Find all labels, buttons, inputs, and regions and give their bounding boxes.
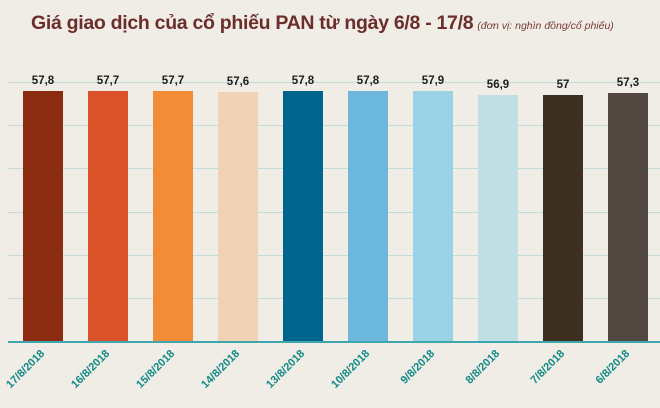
bar — [88, 91, 128, 342]
bar — [543, 95, 583, 342]
bar-value-label: 56,9 — [486, 79, 510, 91]
bar — [153, 91, 193, 342]
x-axis-tick-label: 9/8/2018 — [398, 347, 438, 387]
x-axis-tick-label: 8/8/2018 — [463, 347, 503, 387]
chart-title: Giá giao dịch của cổ phiếu PAN từ ngày 6… — [31, 12, 474, 34]
bar-value-label: 57,3 — [616, 77, 640, 89]
bar-value-label: 57,7 — [161, 75, 185, 87]
gridline — [8, 298, 660, 299]
x-axis-tick-label: 16/8/2018 — [69, 347, 113, 391]
x-axis-tick-label: 15/8/2018 — [134, 347, 178, 391]
x-axis-line — [8, 341, 660, 343]
gridline — [8, 125, 660, 126]
bar — [608, 93, 648, 342]
bar — [283, 91, 323, 342]
gridline — [8, 212, 660, 213]
x-axis-tick-label: 6/8/2018 — [593, 347, 633, 387]
bar — [478, 95, 518, 342]
chart-title-block: Giá giao dịch của cổ phiếu PAN từ ngày 6… — [31, 12, 614, 35]
bar-value-label: 57 — [556, 79, 570, 91]
x-axis-tick-label: 13/8/2018 — [264, 347, 308, 391]
x-axis-tick-label: 17/8/2018 — [4, 347, 48, 391]
bar-value-label: 57,9 — [421, 75, 445, 87]
bar — [23, 91, 63, 342]
bar — [348, 91, 388, 342]
x-axis-tick-label: 14/8/2018 — [199, 347, 243, 391]
bar-value-label: 57,8 — [356, 75, 380, 87]
x-axis-tick-label: 10/8/2018 — [329, 347, 373, 391]
bar — [218, 92, 258, 342]
gridline — [8, 82, 660, 83]
gridline — [8, 168, 660, 169]
bar-value-label: 57,8 — [291, 75, 315, 87]
bar-value-label: 57,7 — [96, 75, 120, 87]
gridline — [8, 255, 660, 256]
x-axis-tick-label: 7/8/2018 — [528, 347, 568, 387]
bar-value-label: 57,8 — [31, 75, 55, 87]
bar-value-label: 57,6 — [226, 76, 250, 88]
bar — [413, 91, 453, 342]
chart-unit-note: (đơn vị: nghìn đồng/cổ phiếu) — [477, 20, 614, 32]
